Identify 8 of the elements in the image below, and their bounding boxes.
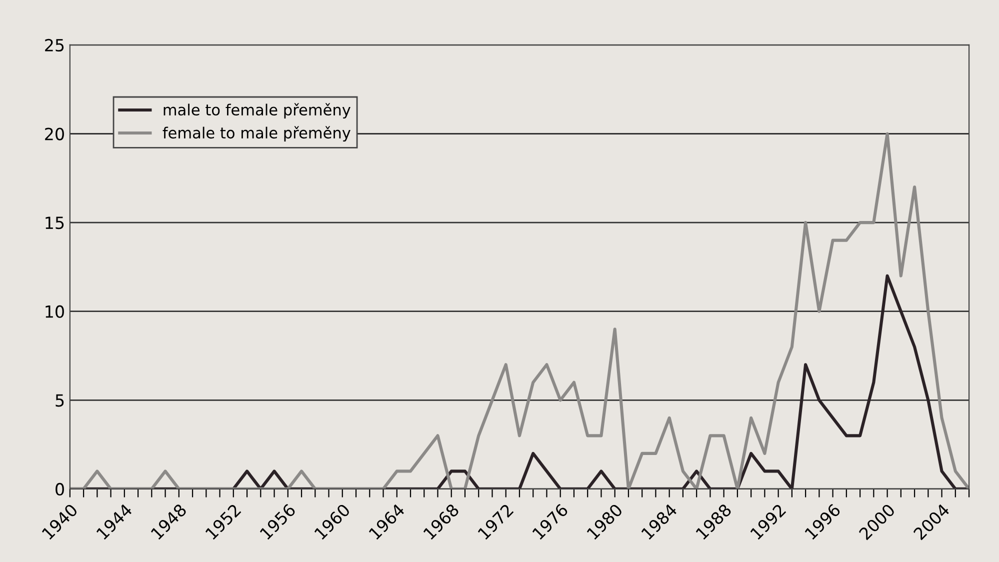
legend-label: female to male přeměny [162,126,350,142]
y-tick-label: 5 [56,394,64,407]
y-tick-label: 20 [45,128,64,140]
legend-label: male to female přeměny [164,103,350,119]
y-tick-label: 0 [56,482,64,496]
y-tick-label: 10 [46,305,64,318]
y-tick-label: 15 [46,216,64,230]
y-tick-label: 25 [45,38,64,52]
